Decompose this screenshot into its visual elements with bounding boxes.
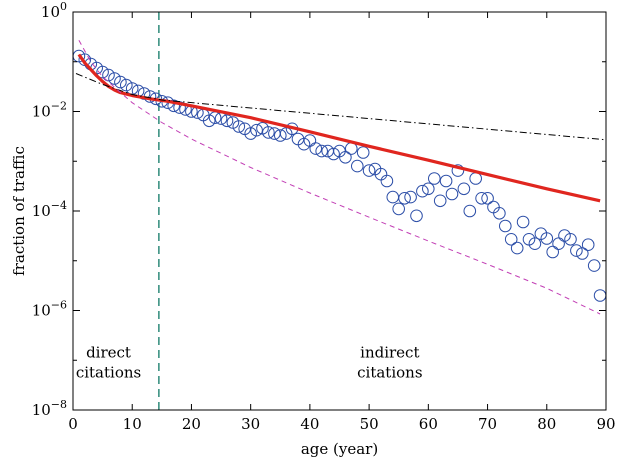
- data-point: [114, 75, 127, 89]
- data-point: [410, 209, 423, 223]
- data-point: [475, 192, 488, 205]
- data-point: [587, 259, 601, 272]
- data-point: [564, 233, 577, 246]
- data-point: [504, 233, 518, 246]
- data-point: [510, 241, 524, 255]
- data-point: [351, 159, 364, 173]
- annotations: direct citations indirect citations: [76, 344, 423, 382]
- data-point: [463, 204, 477, 218]
- data-point: [220, 114, 234, 128]
- x-tick-label: 50: [360, 415, 379, 433]
- data-point: [433, 194, 447, 208]
- y-tick-label: 10−2: [32, 100, 67, 121]
- data-point: [499, 219, 512, 233]
- x-tick-label: 70: [478, 415, 497, 433]
- y-axis-label: fraction of traffic: [10, 146, 28, 276]
- x-tick-label: 10: [123, 415, 142, 433]
- data-point: [362, 164, 376, 177]
- data-point: [398, 192, 411, 205]
- data-point: [327, 147, 340, 161]
- plot-area: [73, 12, 606, 410]
- series-line-dashed: [78, 40, 601, 315]
- data-point: [416, 184, 429, 198]
- data-point: [250, 123, 263, 137]
- annotation-text: citations: [357, 364, 422, 382]
- data-point: [552, 237, 565, 250]
- axis-ticks: [72, 11, 607, 411]
- data-point: [570, 244, 583, 257]
- data-point: [232, 120, 246, 133]
- data-point: [581, 238, 595, 251]
- data-point: [392, 202, 406, 216]
- data-point: [404, 190, 417, 204]
- data-point: [546, 245, 560, 259]
- series-line-solid: [77, 53, 601, 203]
- x-axis-label: age (year): [301, 440, 378, 458]
- tick-labels: 0 10 20 30 40 50 60 70 80 90 100 10−2 10−4 10−6 10−8: [32, 0, 616, 433]
- data-point: [428, 172, 441, 185]
- x-tick-label: 90: [596, 415, 615, 433]
- data-point: [339, 151, 352, 164]
- data-point: [540, 232, 554, 245]
- data-point: [96, 65, 109, 79]
- data-point: [167, 99, 180, 113]
- data-point: [309, 142, 323, 155]
- data-point: [493, 207, 506, 220]
- data-point: [356, 146, 370, 159]
- y-tick-label: 10−8: [32, 398, 67, 419]
- data-point: [576, 247, 589, 260]
- data-point: [516, 215, 530, 229]
- x-tick-label: 20: [182, 415, 201, 433]
- y-tick-label: 100: [41, 0, 67, 21]
- data-point: [439, 174, 453, 188]
- data-point: [202, 114, 216, 128]
- data-point: [120, 78, 133, 92]
- y-tick-label: 10−4: [32, 199, 67, 220]
- data-point: [558, 229, 571, 242]
- data-point: [451, 164, 465, 177]
- x-tick-label: 60: [419, 415, 438, 433]
- data-point: [528, 237, 542, 250]
- data-point: [102, 68, 115, 82]
- x-tick-label: 80: [537, 415, 556, 433]
- data-point: [481, 192, 494, 205]
- x-tick-label: 0: [68, 415, 78, 433]
- series-line-dashdot: [75, 73, 606, 141]
- data-point: [445, 187, 459, 201]
- data-point: [244, 127, 257, 140]
- data-point: [274, 129, 287, 142]
- annotation-text: indirect: [360, 344, 419, 362]
- annotation-text: citations: [76, 364, 141, 382]
- data-point: [262, 126, 275, 139]
- x-tick-label: 30: [241, 415, 260, 433]
- x-tick-label: 40: [300, 415, 319, 433]
- data-point: [422, 182, 435, 196]
- data-point: [457, 182, 471, 196]
- data-point: [315, 144, 329, 158]
- y-tick-label: 10−6: [32, 299, 67, 320]
- data-point: [380, 174, 394, 188]
- annotation-text: direct: [86, 344, 131, 362]
